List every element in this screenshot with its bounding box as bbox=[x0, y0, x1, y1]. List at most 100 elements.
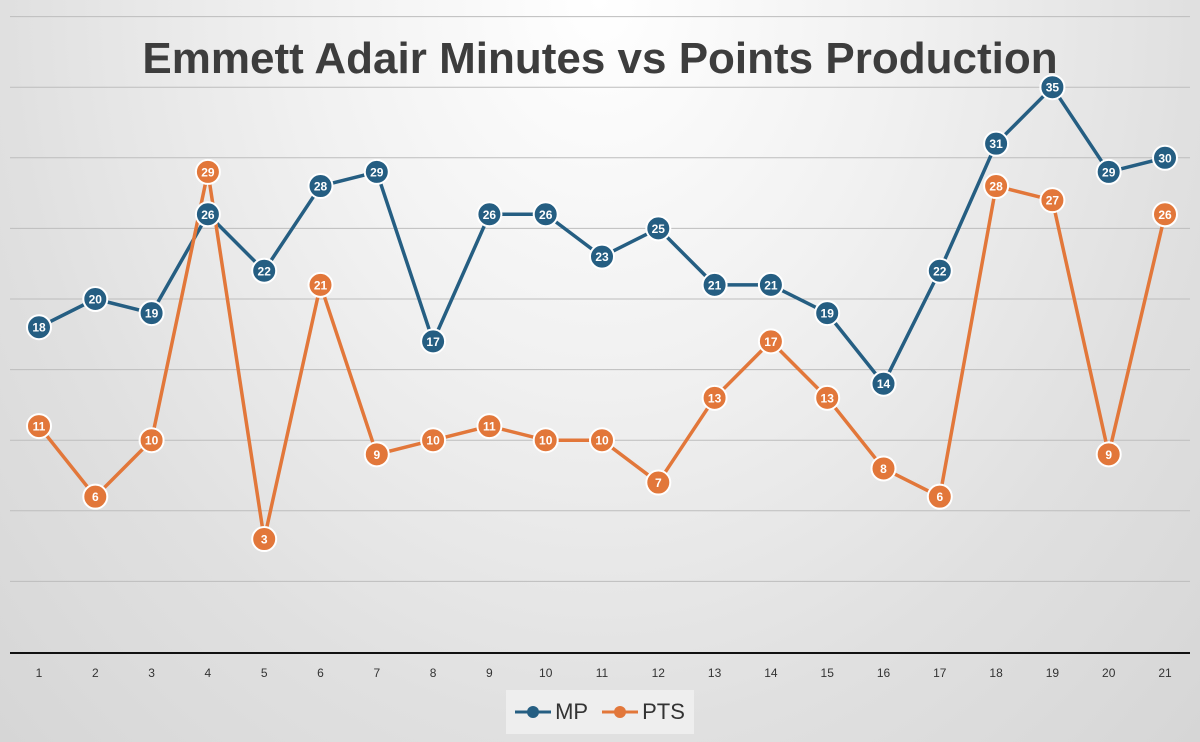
x-tick-label: 4 bbox=[205, 666, 212, 680]
data-label-mp: 17 bbox=[426, 335, 440, 349]
data-label-mp: 22 bbox=[258, 264, 272, 278]
x-tick-label: 21 bbox=[1158, 666, 1172, 680]
x-tick-label: 1 bbox=[36, 666, 43, 680]
data-label-pts: 9 bbox=[373, 448, 380, 462]
data-label-pts: 17 bbox=[764, 335, 778, 349]
data-point-mp bbox=[757, 271, 784, 298]
x-tick-label: 2 bbox=[92, 666, 99, 680]
data-point-mp bbox=[983, 130, 1010, 157]
legend-item-pts: PTS bbox=[602, 699, 685, 725]
data-label-pts: 11 bbox=[483, 420, 496, 434]
data-label-pts: 9 bbox=[1105, 448, 1112, 462]
data-label-pts: 6 bbox=[92, 490, 99, 504]
x-tick-label: 15 bbox=[821, 666, 835, 680]
data-label-pts: 10 bbox=[539, 434, 553, 448]
data-label-mp: 29 bbox=[1102, 165, 1116, 179]
data-point-mp bbox=[363, 158, 390, 185]
data-label-pts: 26 bbox=[1158, 208, 1172, 222]
data-point-pts bbox=[814, 384, 841, 411]
data-point-pts bbox=[26, 413, 52, 440]
data-point-mp bbox=[701, 271, 728, 298]
data-point-mp bbox=[814, 300, 841, 327]
x-tick-label: 12 bbox=[652, 666, 666, 680]
data-point-mp bbox=[307, 173, 334, 200]
data-point-pts bbox=[138, 427, 165, 454]
legend-marker-pts bbox=[602, 706, 639, 718]
data-label-mp: 18 bbox=[32, 321, 46, 335]
data-point-pts bbox=[870, 455, 897, 482]
data-label-mp: 35 bbox=[1046, 81, 1060, 95]
data-label-mp: 22 bbox=[933, 264, 947, 278]
data-point-mp bbox=[82, 286, 109, 312]
data-point-pts bbox=[589, 427, 615, 454]
chart-title: Emmett Adair Minutes vs Points Productio… bbox=[142, 34, 1058, 83]
data-point-mp bbox=[589, 243, 615, 270]
data-point-pts bbox=[476, 413, 503, 440]
x-tick-label: 14 bbox=[764, 666, 778, 680]
data-label-pts: 11 bbox=[33, 420, 46, 434]
data-point-mp bbox=[1152, 144, 1178, 171]
data-label-mp: 19 bbox=[145, 307, 159, 321]
data-label-mp: 26 bbox=[483, 208, 497, 222]
x-tick-label: 20 bbox=[1102, 666, 1116, 680]
data-point-mp bbox=[194, 201, 221, 228]
data-point-mp bbox=[138, 300, 165, 327]
data-point-pts bbox=[532, 427, 559, 454]
data-point-pts bbox=[194, 158, 221, 185]
data-label-mp: 20 bbox=[89, 293, 103, 307]
data-point-pts bbox=[251, 526, 278, 553]
x-tick-label: 3 bbox=[148, 666, 155, 680]
x-tick-label: 8 bbox=[430, 666, 437, 680]
data-point-pts bbox=[757, 328, 784, 355]
data-point-pts bbox=[363, 441, 390, 468]
data-point-pts bbox=[1095, 441, 1122, 468]
x-tick-label: 11 bbox=[596, 666, 609, 680]
data-label-mp: 14 bbox=[877, 377, 891, 391]
data-label-pts: 28 bbox=[989, 180, 1003, 194]
data-point-pts bbox=[82, 483, 109, 510]
data-label-pts: 29 bbox=[201, 165, 215, 179]
data-label-pts: 8 bbox=[880, 462, 887, 476]
data-label-pts: 13 bbox=[821, 391, 835, 405]
data-point-mp bbox=[870, 370, 897, 397]
x-tick-label: 5 bbox=[261, 666, 268, 680]
data-point-mp bbox=[1039, 74, 1066, 101]
x-tick-label: 7 bbox=[373, 666, 380, 680]
data-label-mp: 25 bbox=[652, 222, 666, 236]
x-tick-label: 10 bbox=[539, 666, 553, 680]
data-label-mp: 19 bbox=[821, 307, 835, 321]
legend: MP PTS bbox=[506, 690, 694, 734]
data-point-pts bbox=[1039, 187, 1066, 214]
data-point-pts bbox=[983, 173, 1010, 200]
data-point-pts bbox=[420, 427, 447, 454]
data-label-pts: 10 bbox=[145, 434, 159, 448]
data-label-pts: 10 bbox=[426, 434, 440, 448]
data-point-pts bbox=[307, 271, 334, 298]
x-tick-label: 13 bbox=[708, 666, 722, 680]
x-tick-label: 16 bbox=[877, 666, 891, 680]
data-point-mp bbox=[476, 201, 503, 228]
data-label-mp: 31 bbox=[989, 137, 1003, 151]
data-point-pts bbox=[1152, 201, 1178, 228]
data-label-pts: 10 bbox=[595, 434, 609, 448]
x-tick-label: 9 bbox=[486, 666, 493, 680]
data-label-mp: 23 bbox=[595, 250, 609, 264]
data-point-pts bbox=[926, 483, 953, 510]
data-point-mp bbox=[1095, 158, 1122, 185]
data-point-pts bbox=[701, 384, 728, 411]
data-label-mp: 26 bbox=[539, 208, 553, 222]
data-label-mp: 29 bbox=[370, 165, 384, 179]
legend-marker-mp bbox=[515, 706, 552, 718]
data-label-pts: 7 bbox=[655, 476, 662, 490]
x-tick-label: 19 bbox=[1046, 666, 1060, 680]
data-point-mp bbox=[420, 328, 447, 355]
data-label-pts: 6 bbox=[936, 490, 943, 504]
data-point-mp bbox=[926, 257, 953, 284]
data-label-mp: 28 bbox=[314, 180, 328, 194]
data-label-pts: 3 bbox=[261, 533, 268, 547]
data-point-pts bbox=[645, 469, 672, 496]
data-label-pts: 27 bbox=[1046, 194, 1060, 208]
data-label-mp: 21 bbox=[708, 278, 722, 292]
x-tick-label: 17 bbox=[933, 666, 947, 680]
